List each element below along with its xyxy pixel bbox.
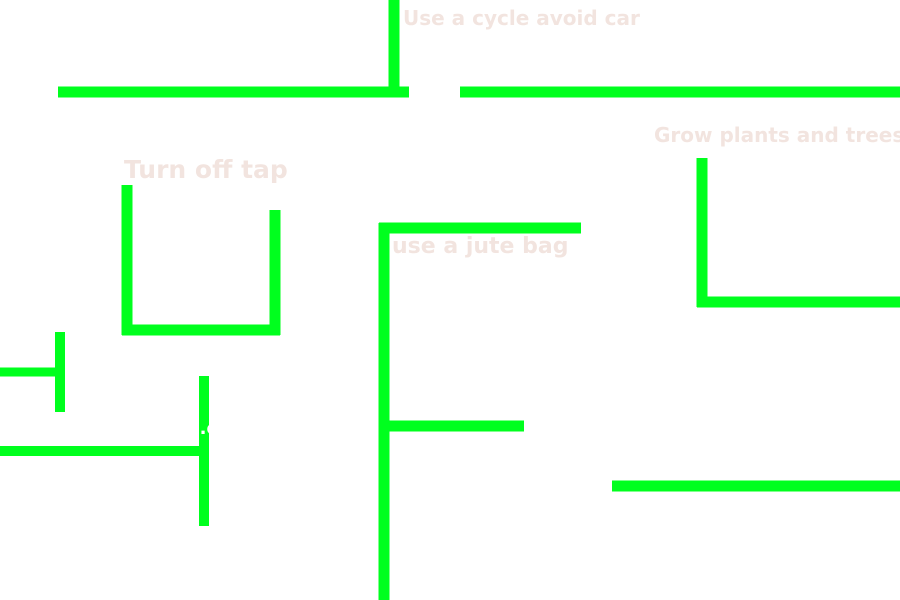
tip-label: ...or ...of waste [186,418,342,439]
tip-label: Use a cycle avoid car [403,6,640,30]
tip-label: Turn off tap [124,155,288,184]
tip-label: Grow plants and trees [654,123,900,147]
tip-label: use a jute bag [392,234,569,259]
